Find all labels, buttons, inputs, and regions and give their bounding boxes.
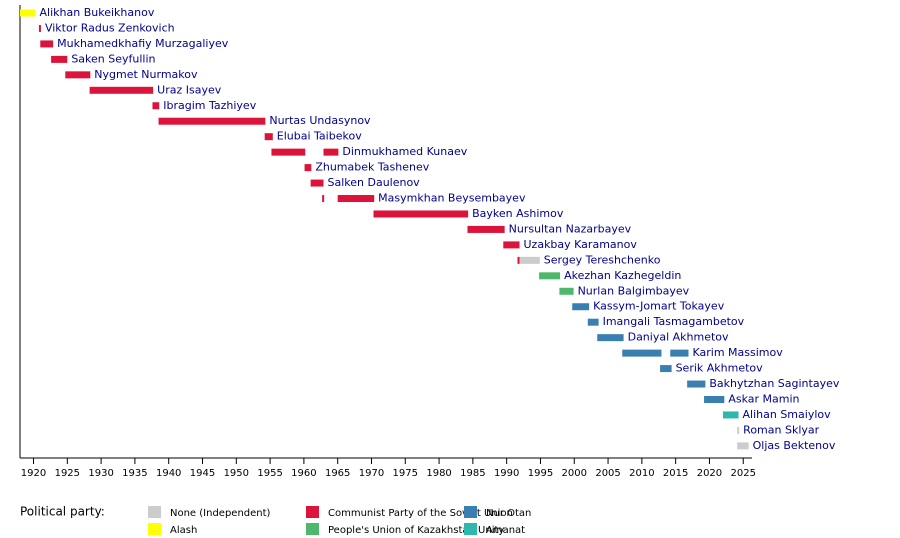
x-tick-label: 1985: [460, 468, 485, 479]
person-name: Alikhan Bukeikhanov: [40, 6, 155, 19]
legend-swatch: [464, 523, 477, 535]
term-bar: [467, 225, 505, 233]
person-name: Bakhytzhan Sagintayev: [709, 377, 839, 390]
legend-label: People's Union of Kazakhstan Unity: [328, 525, 504, 536]
term-bar: [722, 411, 739, 419]
person-name: Imangali Tasmagambetov: [603, 315, 745, 328]
x-tick-label: 1980: [426, 468, 451, 479]
term-bar: [337, 195, 375, 203]
legend-label: None (Independent): [170, 508, 271, 519]
term-bar: [40, 40, 54, 48]
term-bar: [622, 349, 662, 357]
person-name: Elubai Taibekov: [277, 130, 362, 143]
term-bar: [271, 148, 306, 156]
legend-label: Communist Party of the Soviet Union: [328, 508, 513, 519]
person-name: Uzakbay Karamanov: [524, 238, 638, 251]
term-bar: [597, 334, 624, 342]
term-bar: [670, 349, 689, 357]
legend-label: Amanat: [486, 525, 525, 536]
term-bar: [20, 9, 36, 17]
legend-swatch: [464, 506, 477, 518]
person-name: Askar Mamin: [728, 393, 799, 406]
x-tick-label: 1965: [325, 468, 350, 479]
person-name: Bayken Ashimov: [472, 207, 564, 220]
x-tick-label: 2005: [595, 468, 620, 479]
x-tick-label: 1935: [122, 468, 147, 479]
person-name: Masymkhan Beysembayev: [378, 192, 526, 205]
term-bar: [152, 102, 160, 110]
person-name: Viktor Radus Zenkovich: [45, 21, 175, 34]
x-tick-label: 1995: [528, 468, 553, 479]
person-name: Sergey Tereshchenko: [544, 253, 661, 266]
x-tick-label: 1975: [393, 468, 418, 479]
term-bar: [322, 195, 325, 203]
term-bar: [539, 272, 561, 280]
person-name: Daniyal Akhmetov: [628, 331, 729, 344]
term-bar: [737, 426, 740, 434]
term-bar: [304, 164, 312, 172]
x-tick-label: 1950: [224, 468, 249, 479]
x-tick-label: 2020: [697, 468, 722, 479]
x-tick-label: 2000: [562, 468, 587, 479]
x-tick-label: 1990: [494, 468, 519, 479]
person-name: Uraz Isayev: [157, 83, 222, 96]
x-tick-label: 1920: [21, 468, 46, 479]
person-name: Alihan Smaiylov: [743, 408, 832, 421]
term-bar: [704, 396, 725, 403]
person-name: Karim Massimov: [692, 346, 783, 359]
person-name: Nursultan Nazarbayev: [509, 222, 632, 235]
x-tick-label: 1930: [88, 468, 113, 479]
term-bar: [51, 55, 68, 63]
person-name: Salken Daulenov: [327, 176, 420, 189]
x-tick-label: 2025: [731, 468, 756, 479]
term-bar: [89, 86, 154, 94]
person-name: Kassym-Jomart Tokayev: [593, 300, 725, 313]
legend-swatch: [306, 523, 319, 535]
term-bar: [264, 133, 273, 141]
x-tick-label: 1940: [156, 468, 181, 479]
term-bar: [559, 287, 574, 295]
x-tick-label: 1960: [291, 468, 316, 479]
legend-label: Alash: [170, 525, 197, 536]
legend-title: Political party:: [20, 505, 105, 519]
term-bar: [517, 256, 520, 264]
term-bar: [687, 380, 706, 388]
person-name: Nurtas Undasynov: [269, 114, 371, 127]
person-name: Ibragim Tazhiyev: [163, 99, 256, 112]
person-name: Serik Akhmetov: [676, 362, 764, 375]
legend-swatch: [148, 523, 161, 535]
legend-swatch: [306, 506, 319, 518]
person-name: Saken Seyfullin: [71, 52, 155, 65]
person-name: Mukhamedkhafiy Murzagaliyev: [57, 37, 229, 50]
term-bar: [373, 210, 469, 218]
term-bar: [587, 318, 599, 326]
person-name: Dinmukhamed Kunaev: [342, 145, 467, 158]
x-tick-label: 1970: [359, 468, 384, 479]
term-bar: [323, 148, 339, 156]
term-bar: [158, 117, 266, 125]
term-bar: [519, 256, 540, 264]
legend-label: Nur Otan: [486, 508, 531, 519]
x-tick-label: 1945: [190, 468, 215, 479]
term-bar: [310, 179, 324, 187]
term-bar: [38, 24, 41, 32]
person-name: Nygmet Nurmakov: [94, 68, 198, 81]
term-bar: [660, 365, 672, 373]
person-name: Akezhan Kazhegeldin: [564, 269, 681, 282]
term-bar: [737, 442, 749, 450]
person-name: Zhumabek Tashenev: [315, 161, 429, 174]
person-name: Oljas Bektenov: [753, 439, 836, 452]
x-tick-label: 1955: [257, 468, 282, 479]
x-tick-label: 2015: [663, 468, 688, 479]
x-tick-label: 1925: [55, 468, 80, 479]
term-bar: [503, 241, 520, 249]
person-name: Nurlan Balgimbayev: [578, 284, 690, 297]
term-bar: [65, 71, 91, 79]
legend-swatch: [148, 506, 161, 518]
x-tick-label: 2010: [629, 468, 654, 479]
person-name: Roman Sklyar: [743, 423, 819, 436]
term-bar: [572, 303, 590, 311]
